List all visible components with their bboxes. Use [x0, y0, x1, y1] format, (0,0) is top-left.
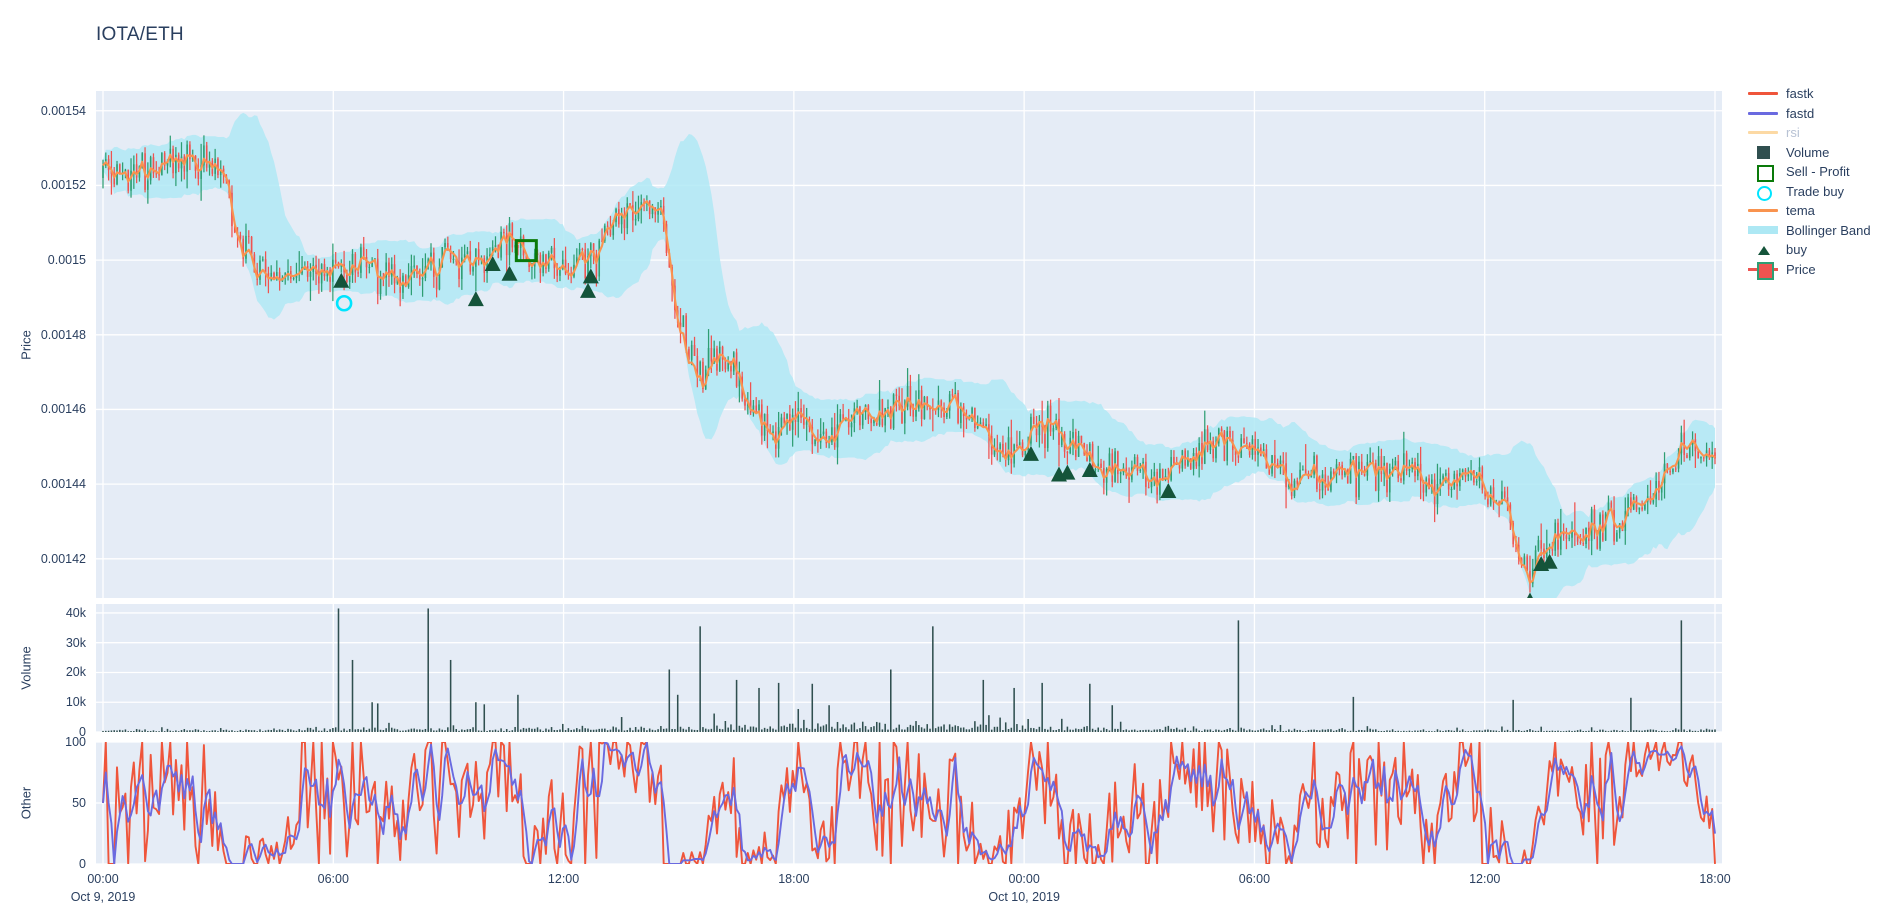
- legend-item-rsi[interactable]: rsi: [1746, 123, 1886, 143]
- legend-label: buy: [1786, 242, 1807, 258]
- legend-item-fastk[interactable]: fastk: [1746, 84, 1886, 104]
- legend-circle-open-icon: [1746, 182, 1780, 201]
- other-ytick-0: 0: [79, 857, 86, 871]
- legend-label: fastk: [1786, 86, 1814, 102]
- x-tick-2: 12:00: [547, 872, 580, 886]
- x-tick-7: 18:00: [1699, 872, 1731, 886]
- volume-ytick-1: 10k: [65, 695, 86, 710]
- chart-title: IOTA/ETH: [96, 24, 184, 45]
- volume-ytick-3: 30k: [65, 635, 86, 650]
- price-plot-area[interactable]: [96, 91, 1722, 598]
- chart-legend[interactable]: fastk fastd rsi Volume Sell - Profit Trade bu…: [1746, 84, 1886, 281]
- volume-ytick-0: 0: [79, 725, 86, 739]
- price-ytick-0: 0.00142: [40, 551, 86, 566]
- legend-label: Bollinger Band: [1786, 222, 1871, 238]
- legend-item-bollinger-band[interactable]: Bollinger Band: [1746, 221, 1886, 241]
- legend-label: Trade buy: [1786, 183, 1845, 199]
- price-ytick-1: 0.00144: [40, 477, 86, 492]
- x-tick-6: 12:00: [1469, 872, 1501, 886]
- x-tick-3: 18:00: [778, 872, 810, 886]
- volume-ytick-2: 20k: [65, 665, 86, 680]
- legend-line-icon: [1746, 201, 1780, 220]
- legend-label: rsi: [1786, 125, 1800, 141]
- legend-candle-icon: [1746, 260, 1780, 281]
- volume-ytick-4: 40k: [65, 605, 86, 620]
- legend-label: Sell - Profit: [1786, 164, 1850, 180]
- legend-label: tema: [1786, 203, 1815, 219]
- other-plot-area[interactable]: [96, 742, 1722, 864]
- legend-item-price[interactable]: Price: [1746, 260, 1886, 281]
- price-ytick-2: 0.00146: [40, 402, 86, 417]
- x-tick-5: 06:00: [1238, 872, 1271, 886]
- legend-band-icon: [1746, 221, 1780, 240]
- other-svg: [96, 742, 1722, 864]
- legend-item-trade-buy[interactable]: Trade buy: [1746, 182, 1886, 202]
- legend-item-sell-profit[interactable]: Sell - Profit: [1746, 162, 1886, 183]
- price-ytick-3: 0.00148: [40, 327, 86, 342]
- legend-triangle-up-icon: [1746, 240, 1780, 259]
- price-ytick-5: 0.00152: [40, 178, 86, 193]
- legend-item-fastd[interactable]: fastd: [1746, 104, 1886, 124]
- other-ytick-2: 100: [65, 735, 86, 749]
- legend-item-buy[interactable]: buy: [1746, 240, 1886, 260]
- legend-square-open-icon: [1746, 162, 1780, 183]
- other-ytick-1: 50: [72, 796, 86, 810]
- legend-line-icon: [1746, 123, 1780, 142]
- legend-label: Volume: [1786, 144, 1830, 160]
- legend-line-icon: [1746, 104, 1780, 123]
- x-date-0: Oct 9, 2019: [70, 890, 136, 904]
- legend-label: Price: [1786, 261, 1816, 277]
- price-ytick-6: 0.00154: [40, 103, 86, 118]
- legend-item-tema[interactable]: tema: [1746, 201, 1886, 221]
- x-date-1: Oct 10, 2019: [988, 890, 1060, 904]
- legend-label: fastd: [1786, 105, 1815, 121]
- price-ytick-4: 0.0015: [47, 253, 86, 268]
- price-svg: [96, 91, 1722, 598]
- x-tick-1: 06:00: [317, 872, 349, 886]
- legend-item-volume[interactable]: Volume: [1746, 143, 1886, 163]
- legend-line-icon: [1746, 84, 1780, 103]
- volume-svg: [96, 604, 1722, 732]
- x-tick-0: 00:00: [87, 872, 119, 886]
- volume-plot-area[interactable]: [96, 604, 1722, 732]
- legend-square-icon: [1746, 143, 1780, 162]
- x-tick-4: 00:00: [1008, 872, 1040, 886]
